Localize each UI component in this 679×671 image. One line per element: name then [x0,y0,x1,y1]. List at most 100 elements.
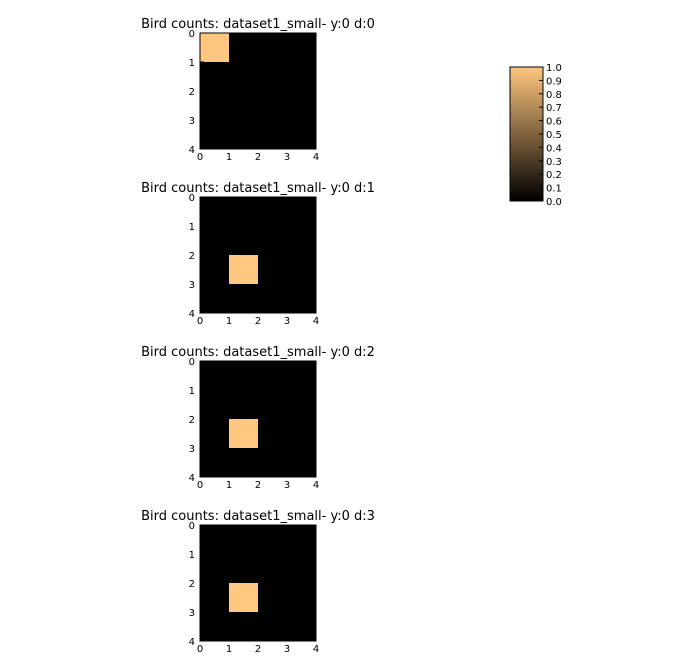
heatmap-cell [258,419,288,449]
heatmap-cell [287,390,317,420]
colorbar-tick-label: 0.8 [546,90,562,101]
x-tick-label: 0 [197,316,203,327]
x-tick-label: 2 [255,152,261,163]
heatmap-cell [229,390,259,420]
x-tick-label: 3 [284,480,290,491]
heatmap-cell [229,91,259,121]
x-tick-label: 1 [226,644,232,655]
colorbar-tick-label: 0.4 [546,143,562,154]
heatmap-panel-0: Bird counts: dataset1_small- y:0 d:00 1 2 3… [141,17,375,163]
x-tick-label: 3 [284,316,290,327]
y-tick-label: 1 [189,222,195,233]
heatmap-cell [200,33,230,63]
colorbar-tick-label: 0.2 [546,170,562,181]
panel-title: Bird counts: dataset1_small- y:0 d:0 [141,17,375,32]
x-tick-label: 2 [255,316,261,327]
heatmap-cell [258,62,288,92]
heatmap-cell [229,361,259,391]
heatmap-cell [258,284,288,314]
x-tick-label: 3 [284,644,290,655]
x-tick-label: 4 [313,316,319,327]
heatmap-cell [287,612,317,642]
heatmap-cell [200,197,230,227]
y-tick-label: 3 [189,280,195,291]
heatmap-cell [287,284,317,314]
heatmap-cell [258,554,288,584]
heatmap-cell [200,255,230,285]
heatmap-cell [258,612,288,642]
heatmap-cell [258,226,288,256]
x-tick-label: 4 [313,152,319,163]
y-tick-label: 4 [189,145,195,156]
colorbar-tick-label: 0.9 [546,76,562,87]
y-tick-label: 1 [189,58,195,69]
heatmap-cell [287,554,317,584]
panel-title: Bird counts: dataset1_small- y:0 d:2 [141,345,375,360]
heatmap-cell [287,62,317,92]
heatmap-cell [287,419,317,449]
heatmap-cell [229,33,259,63]
heatmap-cell [229,419,259,449]
colorbar-tick-label: 0.1 [546,184,562,195]
heatmap-cell [258,197,288,227]
heatmap-cell [229,62,259,92]
heatmap-cell [229,284,259,314]
heatmap-cell [287,33,317,63]
x-tick-label: 4 [313,480,319,491]
heatmap-cell [287,361,317,391]
heatmap-cell [287,120,317,150]
heatmap-cell [258,583,288,613]
heatmap-cell [258,91,288,121]
panel-title: Bird counts: dataset1_small- y:0 d:3 [141,509,375,524]
colorbar-tick-label: 0.3 [546,157,562,168]
y-tick-label: 2 [189,251,195,262]
heatmap-cell [200,361,230,391]
heatmap-cell [229,226,259,256]
heatmap-cell [229,583,259,613]
y-tick-label: 3 [189,444,195,455]
heatmap-cell [200,419,230,449]
y-tick-label: 3 [189,608,195,619]
heatmap-cell [229,255,259,285]
heatmap-panel-1: Bird counts: dataset1_small- y:0 d:10 1 2 3… [141,181,375,327]
heatmap-cell [229,612,259,642]
y-tick-label: 1 [189,386,195,397]
heatmap-cell [258,361,288,391]
heatmap-cell [229,448,259,478]
heatmap-cell [200,91,230,121]
x-tick-label: 0 [197,644,203,655]
colorbar-gradient [510,67,543,201]
colorbar-tick-label: 0.7 [546,103,562,114]
heatmap-cell [258,390,288,420]
heatmap-cell [287,226,317,256]
heatmap-cell [200,554,230,584]
y-tick-label: 2 [189,87,195,98]
heatmap-cell [200,62,230,92]
heatmap-cell [287,91,317,121]
y-tick-label: 3 [189,116,195,127]
colorbar-tick-label: 0.0 [546,197,562,208]
heatmap-cell [287,448,317,478]
heatmap-cell [200,612,230,642]
heatmap-cell [258,525,288,555]
y-tick-label: 2 [189,579,195,590]
heatmap-cell [258,255,288,285]
heatmap-cell [200,525,230,555]
y-tick-label: 0 [189,357,195,368]
heatmap-cell [200,448,230,478]
heatmap-cell [258,448,288,478]
heatmap-cell [258,33,288,63]
x-tick-label: 1 [226,152,232,163]
y-tick-label: 1 [189,550,195,561]
x-tick-label: 4 [313,644,319,655]
colorbar: 0.0 0.1 0.2 0.3 0.4 0.5 0.6 0.7 0.8 0.9 1.0 [509,63,562,208]
heatmap-cell [200,120,230,150]
heatmap-cell [287,197,317,227]
heatmap-cell [229,197,259,227]
heatmap-cell [258,120,288,150]
heatmap-cell [200,284,230,314]
heatmap-cell [287,583,317,613]
x-tick-label: 0 [197,480,203,491]
heatmap-cell [200,583,230,613]
